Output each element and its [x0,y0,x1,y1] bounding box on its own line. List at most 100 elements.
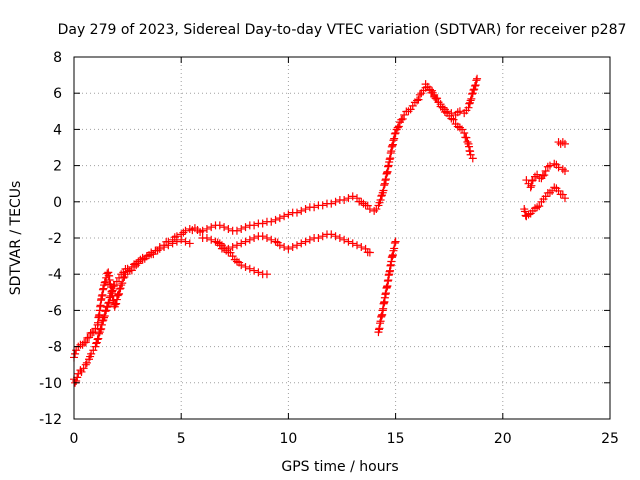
data-point [104,299,113,308]
x-tick-label: 20 [494,431,512,447]
data-point [305,235,314,244]
data-point [301,205,310,214]
data-point [541,167,550,176]
data-point [376,195,385,204]
data-point-fill [102,303,111,312]
data-point [262,270,271,279]
data-point-fill [380,181,389,190]
data-point [438,103,447,112]
data-point-fill [94,334,103,343]
y-tick-label: -2 [48,231,62,247]
data-point [310,203,319,212]
data-point [391,237,400,246]
data-point-fill [398,114,407,123]
data-points [70,74,569,387]
data-point [267,235,276,244]
data-point [344,237,353,246]
data-point [241,262,250,271]
data-point [198,226,207,235]
data-point [466,96,475,105]
data-point-fill [95,329,104,338]
data-point-fill [118,279,127,288]
data-point [202,234,211,242]
chart-title: Day 279 of 2023, Sidereal Day-to-day VTE… [58,22,627,38]
data-point-fill [527,181,536,190]
data-point [207,223,216,232]
data-point [267,217,276,226]
data-point [280,212,289,221]
data-point [275,241,284,250]
ticks [73,56,611,420]
x-tick-label: 5 [177,431,186,447]
data-point [177,235,186,244]
data-point-fill [85,333,94,342]
y-tick-label: 0 [53,195,62,211]
data-point-fill [528,176,537,185]
data-point [232,226,241,235]
data-point [245,264,254,273]
data-point [250,221,259,230]
data-point-fill [428,86,437,95]
data-point [250,266,259,275]
data-point-fill [394,122,403,131]
data-point [220,243,229,252]
tick-labels: 0 5 10 15 20 25 -12 -10 -8 -6 -4 -2 0 2 4 6 8 [39,50,619,447]
data-point [327,230,336,239]
data-point [202,224,211,233]
data-point-fill [100,278,109,287]
data-point [207,235,216,244]
data-point [250,234,259,242]
data-point-fill [390,129,399,138]
data-point [245,235,254,244]
data-point [413,96,422,105]
data-point-fill [468,90,477,99]
data-point-fill [89,328,98,337]
data-point [142,252,151,261]
data-point [554,163,563,172]
y-tick-label: -12 [39,412,62,428]
y-tick-label: 2 [53,159,62,175]
x-tick-label: 15 [387,431,405,447]
data-point [470,81,479,90]
data-point [258,232,267,241]
data-point-fill [397,115,406,124]
data-point-fill [92,339,101,348]
data-point-fill [415,90,424,99]
y-tick-label: 4 [53,122,62,138]
data-point-fill [114,290,123,299]
data-point [389,136,398,145]
data-point [275,214,284,223]
data-point [181,237,190,246]
data-point [254,268,263,277]
x-tick-label: 25 [601,431,619,447]
data-point-fill [105,298,114,307]
data-point [353,241,362,250]
data-point [560,167,569,176]
data-point [81,360,90,369]
data-point-fill [463,137,472,146]
data-point [72,376,81,385]
data-point-fill [538,171,547,180]
data-point [73,373,82,382]
data-point [112,295,121,304]
y-tick-label: -4 [48,267,62,283]
data-point-fill [414,95,423,104]
data-point [164,241,173,250]
data-point [318,232,327,241]
data-point-fill [113,291,122,300]
data-point [455,107,464,116]
data-point [301,237,310,246]
data-point-fill [390,134,399,143]
x-tick-label: 10 [279,431,297,447]
data-point [117,281,126,290]
data-point [228,243,237,252]
data-point [468,154,477,163]
data-point [344,194,353,203]
data-point [460,129,469,138]
data-point [335,234,344,242]
data-point [241,237,250,246]
data-point [237,224,246,233]
data-point [284,210,293,219]
data-point [220,223,229,232]
